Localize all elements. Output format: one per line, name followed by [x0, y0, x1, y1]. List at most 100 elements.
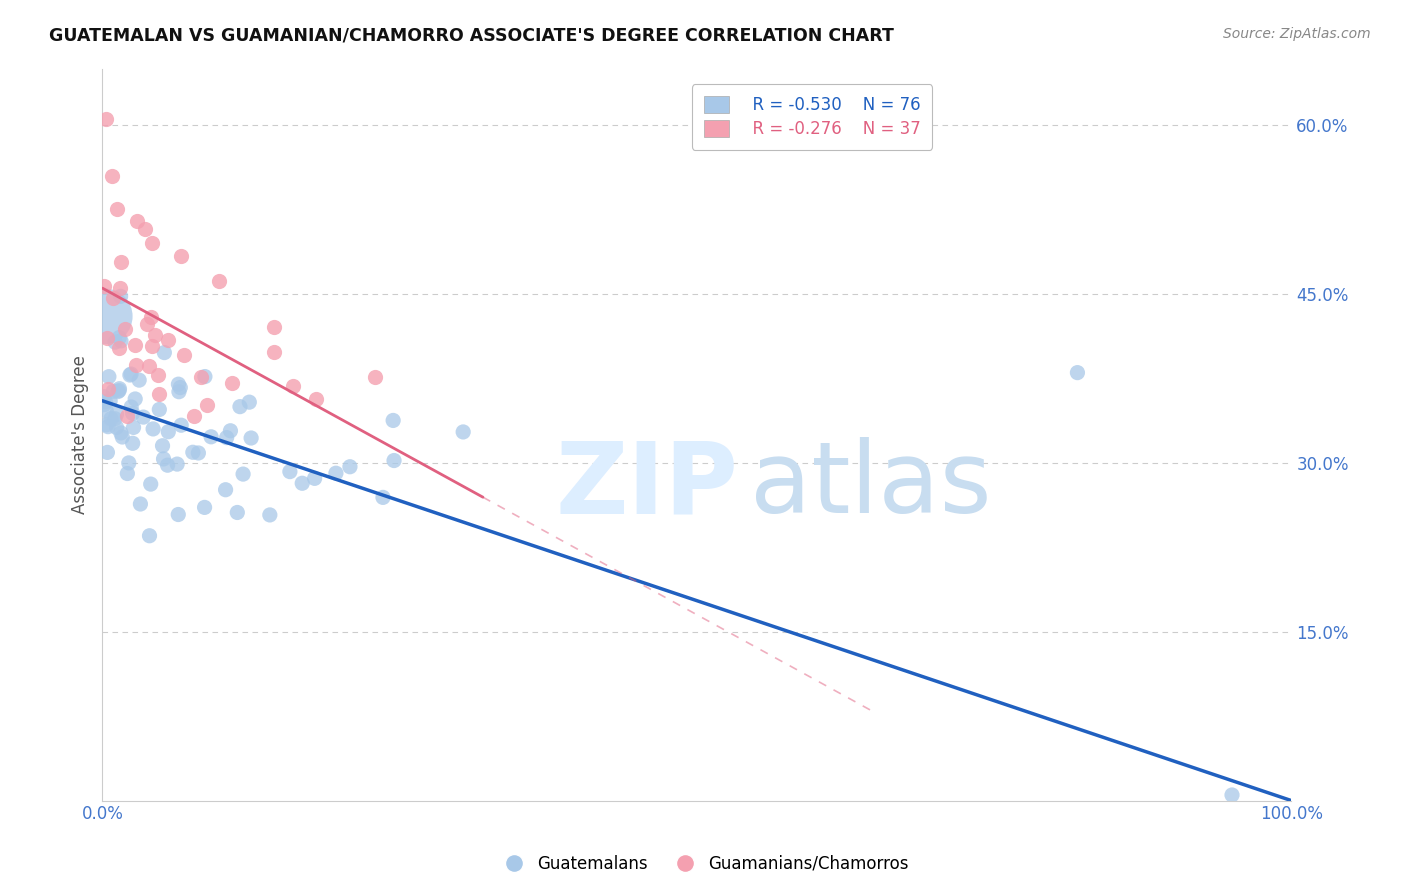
- Point: [219, 424, 242, 438]
- Point: [143, 328, 166, 343]
- Point: [124, 358, 146, 372]
- Point: [121, 406, 143, 420]
- Point: [190, 370, 212, 384]
- Point: [138, 529, 160, 543]
- Point: [108, 281, 131, 295]
- Point: [382, 453, 405, 467]
- Point: [120, 400, 142, 414]
- Point: [153, 345, 176, 359]
- Point: [103, 384, 125, 399]
- Point: [97, 369, 120, 384]
- Point: [221, 376, 243, 390]
- Point: [96, 331, 118, 345]
- Point: [96, 404, 118, 418]
- Point: [111, 430, 134, 444]
- Text: GUATEMALAN VS GUAMANIAN/CHAMORRO ASSOCIATE'S DEGREE CORRELATION CHART: GUATEMALAN VS GUAMANIAN/CHAMORRO ASSOCIA…: [49, 27, 894, 45]
- Point: [156, 333, 179, 347]
- Point: [1066, 366, 1088, 380]
- Text: atlas: atlas: [751, 437, 993, 534]
- Point: [107, 341, 129, 355]
- Point: [110, 425, 132, 440]
- Point: [152, 439, 174, 453]
- Point: [98, 393, 121, 408]
- Point: [125, 214, 148, 228]
- Legend:   R = -0.530    N = 76,   R = -0.276    N = 37: R = -0.530 N = 76, R = -0.276 N = 37: [692, 84, 932, 150]
- Point: [120, 367, 142, 381]
- Point: [114, 322, 136, 336]
- Point: [94, 310, 117, 324]
- Point: [139, 477, 162, 491]
- Point: [132, 410, 155, 425]
- Point: [167, 508, 190, 522]
- Point: [93, 390, 115, 404]
- Point: [105, 420, 128, 434]
- Point: [105, 407, 128, 421]
- Point: [124, 392, 146, 406]
- Legend: Guatemalans, Guamanians/Chamorros: Guatemalans, Guamanians/Chamorros: [491, 848, 915, 880]
- Point: [129, 497, 152, 511]
- Point: [215, 431, 238, 445]
- Point: [1220, 788, 1243, 802]
- Point: [107, 384, 129, 399]
- Point: [193, 500, 215, 515]
- Point: [451, 425, 474, 439]
- Point: [183, 409, 205, 424]
- Point: [157, 425, 180, 439]
- Text: Source: ZipAtlas.com: Source: ZipAtlas.com: [1223, 27, 1371, 41]
- Text: ZIP: ZIP: [555, 437, 738, 534]
- Point: [148, 387, 170, 401]
- Point: [325, 467, 347, 481]
- Point: [291, 476, 314, 491]
- Point: [118, 368, 141, 382]
- Point: [97, 382, 120, 396]
- Point: [173, 349, 195, 363]
- Point: [259, 508, 281, 522]
- Point: [240, 431, 263, 445]
- Point: [141, 339, 163, 353]
- Point: [232, 467, 254, 481]
- Point: [97, 419, 120, 434]
- Point: [110, 255, 132, 269]
- Point: [110, 334, 132, 348]
- Point: [104, 335, 127, 350]
- Point: [263, 320, 285, 334]
- Point: [194, 369, 217, 384]
- Point: [214, 483, 236, 497]
- Point: [152, 451, 174, 466]
- Point: [108, 330, 131, 344]
- Point: [363, 370, 385, 384]
- Point: [382, 413, 405, 427]
- Point: [138, 359, 160, 373]
- Point: [156, 458, 179, 473]
- Point: [124, 337, 146, 351]
- Point: [170, 249, 193, 263]
- Point: [339, 459, 361, 474]
- Point: [238, 395, 260, 409]
- Point: [142, 422, 165, 436]
- Point: [167, 377, 190, 392]
- Point: [117, 467, 139, 481]
- Point: [170, 418, 193, 433]
- Point: [96, 445, 118, 459]
- Point: [278, 465, 301, 479]
- Point: [105, 202, 128, 217]
- Point: [167, 384, 190, 399]
- Point: [139, 310, 162, 324]
- Point: [134, 221, 156, 235]
- Point: [94, 112, 117, 127]
- Point: [118, 456, 141, 470]
- Point: [207, 274, 229, 288]
- Point: [195, 398, 218, 412]
- Point: [93, 398, 115, 412]
- Point: [100, 411, 122, 425]
- Point: [101, 169, 124, 183]
- Point: [226, 506, 249, 520]
- Point: [128, 373, 150, 387]
- Point: [263, 344, 285, 359]
- Point: [200, 430, 222, 444]
- Point: [371, 491, 394, 505]
- Point: [166, 457, 188, 471]
- Point: [101, 291, 124, 305]
- Point: [146, 368, 169, 382]
- Point: [121, 436, 143, 450]
